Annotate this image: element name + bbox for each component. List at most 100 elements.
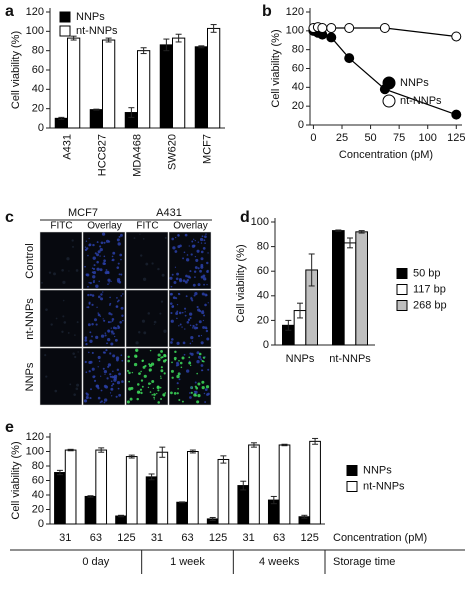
cell-dot [190, 253, 193, 256]
cell-dot [83, 399, 88, 403]
cell-dot [176, 317, 178, 320]
legend-swatch [396, 300, 408, 311]
cell-dot [108, 331, 110, 333]
cell-dot [111, 255, 114, 258]
y-tick-label: 40 [292, 81, 304, 93]
cell-dot [95, 335, 99, 339]
point [317, 23, 328, 34]
cell-dot [203, 283, 205, 286]
cell-dot [184, 280, 188, 284]
cell-dot [179, 361, 183, 365]
cell-dot [88, 237, 90, 240]
y-tick-label: 60 [32, 64, 44, 76]
cell-dot [107, 337, 111, 342]
cell-dot [206, 283, 208, 286]
cell-dot [86, 393, 89, 396]
cell-dot [141, 359, 144, 362]
cell-dot [182, 279, 186, 283]
cell-dot [186, 369, 190, 373]
cell-dot [104, 373, 106, 375]
cell-dot [160, 300, 164, 303]
cell-dot [188, 361, 192, 365]
group-label: 0 day [82, 556, 109, 568]
cell-dot [164, 236, 167, 240]
cell-dot [193, 238, 195, 240]
cell-dot [84, 360, 87, 364]
micrograph [82, 347, 126, 406]
cell-dot [174, 266, 177, 268]
error-bar [163, 38, 170, 52]
cell-dot [111, 259, 113, 262]
bar [332, 230, 345, 346]
cell-dot [189, 352, 192, 355]
cell-dot [174, 236, 177, 239]
cell-dot [99, 315, 102, 317]
cell-dot [110, 313, 113, 316]
x-tick-label: SW620 [166, 134, 178, 170]
cell-dot [85, 396, 89, 400]
legend-swatch [59, 25, 71, 37]
cell-dot [173, 281, 177, 285]
cell-dot [203, 314, 206, 317]
cell-dot [182, 341, 186, 345]
cell-dot [103, 401, 106, 404]
cell-dot [92, 243, 95, 247]
cell-dot [50, 323, 53, 326]
cell-dot [207, 392, 210, 396]
cell-dot [196, 249, 200, 253]
cell-dot [201, 380, 205, 384]
x-tick-label: 63 [181, 532, 193, 544]
cell-dot [198, 320, 202, 324]
cell-dot [160, 377, 162, 379]
error-bar [67, 448, 74, 452]
bar [355, 231, 369, 346]
cell-dot [61, 330, 64, 333]
legend-marker [382, 94, 396, 108]
bar [194, 46, 208, 129]
cell-dot [115, 395, 118, 398]
cell-dot [193, 326, 197, 330]
cell-dot [103, 370, 108, 374]
cell-dot [110, 380, 113, 383]
group-label: 1 week [170, 556, 205, 568]
bar [187, 451, 199, 525]
legend-swatch [396, 284, 408, 295]
cell-dot [112, 326, 116, 330]
bar [125, 456, 138, 525]
cell-dot [107, 329, 110, 332]
bar [343, 242, 357, 346]
cell-dot [107, 320, 111, 324]
cell-dot [187, 318, 191, 322]
cell-dot [96, 260, 99, 264]
cell-dot [116, 368, 120, 372]
cell-dot [138, 372, 141, 375]
error-bar [335, 229, 342, 232]
cell-dot [120, 258, 122, 261]
cell-dot [160, 369, 164, 373]
cell-dot [109, 392, 112, 394]
cell-dot [143, 374, 147, 378]
cell-dot [71, 239, 74, 242]
cell-dot [171, 361, 173, 364]
cell-dot [114, 338, 118, 342]
cell-dot [157, 358, 161, 362]
x-tick-label: 125 [117, 532, 135, 544]
cell-dot [199, 237, 204, 242]
cell-dot [153, 393, 156, 396]
cell-dot [153, 398, 155, 400]
cell-dot [171, 273, 174, 276]
cell-dot [197, 335, 201, 338]
cell-dot [119, 253, 123, 257]
cell-dot [181, 326, 183, 328]
cell-dot [93, 279, 95, 282]
cell-dot [200, 341, 204, 345]
cell-dot [140, 391, 143, 395]
cell-dot [110, 387, 114, 391]
cell-dot [112, 332, 115, 335]
error-bar [128, 107, 135, 118]
row-label: NNPs [24, 362, 36, 391]
cell-dot [178, 378, 181, 381]
error-bar [285, 319, 292, 331]
legend-label: nt-NNPs [76, 25, 118, 37]
cell-dot [182, 257, 185, 260]
